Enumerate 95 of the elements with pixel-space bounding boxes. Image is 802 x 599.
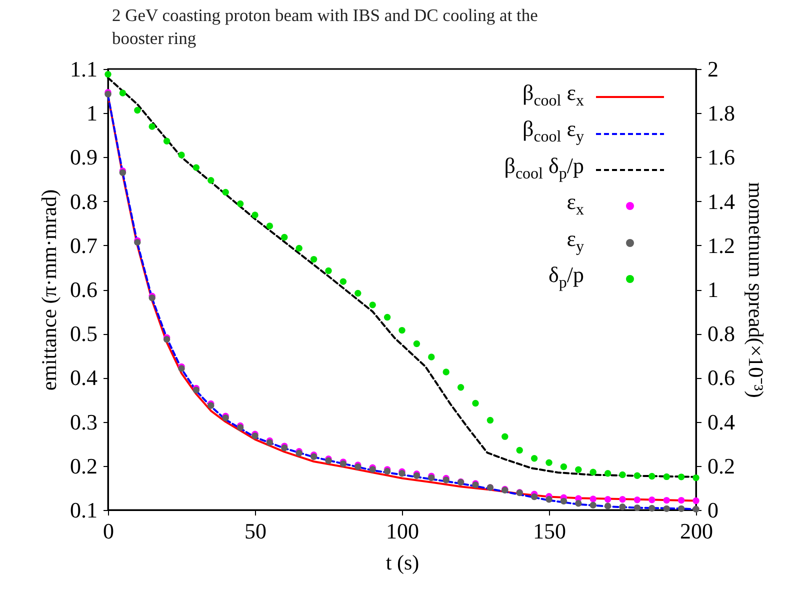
- point: [310, 256, 318, 263]
- point: [163, 138, 170, 144]
- point: [546, 496, 552, 503]
- point: [486, 416, 494, 424]
- point: [546, 459, 552, 466]
- y-tick-label: 1: [86, 100, 98, 126]
- point: [678, 474, 685, 480]
- y-tick-label: 0.5: [70, 321, 98, 346]
- point: [648, 504, 656, 512]
- point: [692, 497, 700, 504]
- point: [192, 164, 200, 171]
- point: [604, 496, 612, 503]
- point: [134, 106, 141, 114]
- point: [692, 506, 700, 512]
- x-tick-label: 100: [386, 518, 419, 544]
- point: [530, 455, 538, 462]
- point: [560, 463, 568, 470]
- legend-label: β$_{cool}$ ε$_{y}$: [522, 115, 584, 148]
- point: [384, 314, 391, 321]
- y2-tick-label: 0.4: [708, 409, 735, 434]
- point: [560, 498, 568, 505]
- y2-tick-label: 1.4: [708, 188, 735, 214]
- point: [604, 502, 612, 510]
- point: [266, 222, 274, 230]
- point: [634, 472, 641, 479]
- legend-label: δ$_{p}$/p: [548, 260, 584, 294]
- legend-label: β$_{cool}$ δ$_{p}$/p: [504, 152, 584, 184]
- point: [604, 470, 612, 477]
- y2-tick-label: 1: [708, 277, 718, 302]
- point: [692, 474, 700, 482]
- x-tick-label: 150: [533, 518, 566, 544]
- point: [590, 468, 596, 476]
- point: [619, 504, 626, 510]
- point: [457, 384, 464, 391]
- point: [590, 496, 596, 502]
- y-tick-label: 0.1: [70, 498, 98, 522]
- legend-label: ε$_{x}$: [566, 188, 584, 221]
- x-tick-label: 0: [103, 518, 114, 544]
- legend-label: ε$_{y}$: [566, 224, 584, 257]
- point: [222, 188, 229, 196]
- point: [119, 90, 126, 96]
- point: [663, 496, 670, 504]
- point: [590, 502, 596, 508]
- point: [575, 500, 582, 507]
- y2-tick-label: 1.2: [708, 232, 735, 258]
- point: [472, 400, 479, 407]
- y-tick-label: 0.9: [70, 144, 98, 170]
- y-tick-label: 0.7: [70, 232, 98, 258]
- x-tick-label: 50: [244, 518, 266, 544]
- legend-label: β$_{cool}$ ε$_{x}$: [522, 79, 584, 112]
- point: [296, 244, 302, 252]
- point: [340, 278, 347, 285]
- x-axis-title: t (s): [386, 550, 420, 574]
- point: [648, 496, 656, 504]
- point: [619, 471, 626, 478]
- y2-tick-label: 1.8: [708, 100, 735, 126]
- point: [663, 473, 670, 480]
- point: [178, 152, 185, 158]
- point: [252, 212, 258, 218]
- point: [442, 368, 450, 376]
- point: [398, 326, 406, 334]
- y2-tick-label: 0.6: [708, 365, 735, 390]
- point: [428, 354, 435, 360]
- point: [575, 466, 582, 473]
- point: [634, 496, 641, 504]
- y-axis-title: emittance (π·mm·mrad): [37, 189, 61, 391]
- y-tick-label: 0.8: [70, 188, 98, 214]
- point: [648, 472, 656, 480]
- point: [678, 505, 685, 512]
- y-tick-label: 0.3: [70, 409, 98, 434]
- point: [530, 493, 538, 500]
- chart-title: 2 GeV coasting proton beam with IBS and DC cooling at the booster ring: [112, 4, 539, 50]
- point: [663, 505, 670, 512]
- y2-tick-label: 0.8: [708, 321, 735, 346]
- point: [413, 340, 420, 348]
- y-tick-label: 1.1: [70, 56, 98, 82]
- point: [354, 290, 362, 297]
- point: [678, 496, 685, 504]
- point: [208, 177, 214, 184]
- point: [516, 446, 523, 454]
- point: [281, 234, 288, 241]
- point: [369, 302, 376, 308]
- point: [619, 496, 626, 503]
- y-tick-label: 0.4: [70, 365, 98, 390]
- point: [634, 504, 641, 512]
- y2-tick-label: 0.2: [708, 453, 735, 478]
- y2-axis-title: mometnum spread(×10⁻³): [744, 182, 768, 398]
- point: [502, 433, 508, 440]
- point: [325, 267, 332, 274]
- y-tick-label: 0.2: [70, 453, 98, 478]
- point: [236, 200, 244, 208]
- y-tick-label: 0.6: [70, 277, 98, 302]
- point: [148, 123, 156, 130]
- y2-tick-label: 2: [708, 56, 718, 82]
- y2-tick-label: 1.6: [708, 144, 735, 170]
